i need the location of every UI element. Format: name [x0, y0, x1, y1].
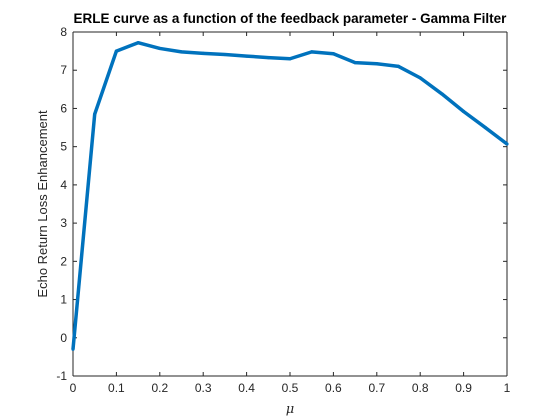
data-point [418, 76, 422, 80]
y-tick-label: 5 [60, 140, 67, 154]
y-tick-label: 2 [60, 254, 67, 268]
y-tick-label: 1 [60, 293, 67, 307]
data-point [136, 41, 140, 45]
x-tick-label: 0.8 [412, 381, 429, 395]
y-axis-label: Echo Return Loss Enhancement [35, 110, 50, 298]
data-point [223, 52, 227, 57]
data-point [440, 92, 444, 96]
x-tick-label: 0.9 [455, 381, 472, 395]
data-point [288, 57, 292, 61]
x-axis-label: μ [286, 402, 294, 417]
data-point [331, 52, 335, 56]
x-tick-label: 0.7 [368, 381, 385, 395]
data-point [245, 54, 249, 58]
series-layer [71, 40, 509, 351]
x-tick-label: 0.5 [282, 381, 299, 395]
y-tick-label: -1 [56, 369, 67, 383]
data-point [310, 50, 314, 54]
data-point [375, 62, 379, 66]
y-tick-label: 0 [60, 331, 67, 345]
x-tick-label: 0.6 [325, 381, 342, 395]
y-tick-label: 3 [60, 216, 67, 230]
plot-area [73, 32, 507, 376]
data-point [483, 125, 487, 130]
y-tick-label: 6 [60, 101, 67, 115]
x-tick-label: 0.3 [195, 381, 212, 395]
data-point [93, 112, 97, 116]
data-point [179, 50, 184, 54]
chart-title: ERLE curve as a function of the feedback… [74, 11, 508, 26]
data-point [462, 109, 466, 114]
data-point [353, 60, 357, 65]
data-point [201, 51, 205, 56]
y-tick-label: 7 [60, 63, 67, 77]
x-tick-label: 0.4 [238, 381, 255, 395]
data-point [114, 49, 118, 53]
y-tick-label: 4 [60, 178, 67, 192]
data-point [266, 56, 270, 60]
x-tick-label: 0.2 [151, 381, 168, 395]
x-tick-label: 1 [504, 381, 511, 395]
data-point [71, 347, 75, 351]
y-tick-label: 8 [60, 25, 67, 39]
data-point [158, 46, 162, 51]
data-point [396, 64, 401, 68]
x-tick-label: 0.1 [108, 381, 125, 395]
data-point [505, 142, 509, 146]
x-tick-label: 0 [70, 381, 77, 395]
